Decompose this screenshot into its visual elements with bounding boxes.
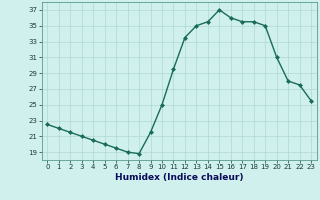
X-axis label: Humidex (Indice chaleur): Humidex (Indice chaleur) — [115, 173, 244, 182]
